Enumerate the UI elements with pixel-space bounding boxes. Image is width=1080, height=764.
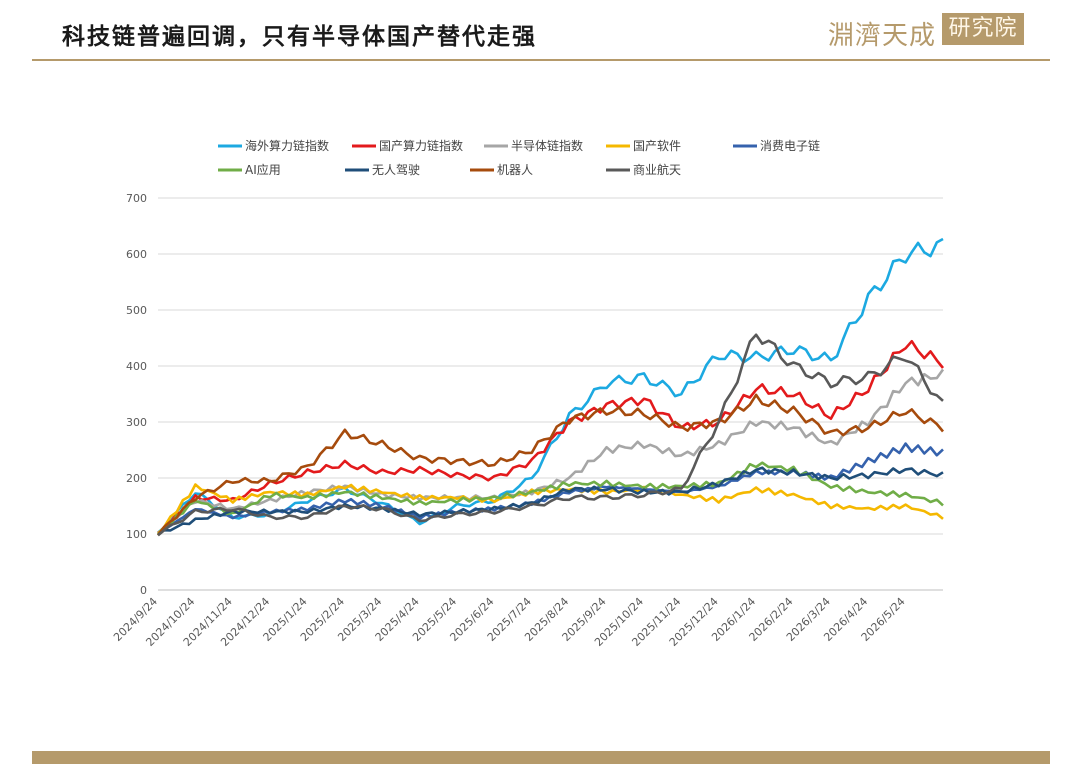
y-tick-label: 100 (126, 528, 147, 541)
y-tick-label: 0 (140, 584, 147, 597)
legend-label-8: 商业航天 (633, 162, 681, 177)
header-divider (32, 59, 1050, 61)
footer-bar (32, 751, 1050, 764)
series-line-1 (157, 339, 945, 534)
series-line-7 (156, 393, 945, 537)
y-tick-label: 300 (126, 416, 147, 429)
series-line-6 (157, 466, 944, 537)
series-line-8 (157, 333, 944, 537)
legend: 海外算力链指数 国产算力链指数 半导体链指数 国产软件 消费电子链 AI应用 无人驾驶 机器人… (218, 138, 820, 177)
y-tick-label: 500 (126, 304, 147, 317)
legend-label-7: 机器人 (497, 163, 533, 177)
legend-label-3: 国产软件 (633, 139, 681, 153)
legend-label-5: AI应用 (245, 162, 281, 177)
slide-header: 科技链普遍回调，只有半导体国产替代走强 淵濟天成 研究院 (0, 0, 1080, 62)
brand-name: 淵濟天成 (828, 21, 937, 51)
gridlines (158, 197, 943, 591)
brand-box: 研究院 (942, 13, 1024, 45)
series-line-5 (157, 461, 944, 536)
brand-logo: 淵濟天成 研究院 (828, 13, 1028, 51)
series-line-2 (157, 368, 945, 535)
legend-label-1: 国产算力链指数 (379, 138, 463, 153)
y-tick-label: 400 (126, 360, 147, 373)
legend-label-6: 无人驾驶 (372, 162, 420, 177)
series-line-0 (157, 237, 944, 534)
legend-label-0: 海外算力链指数 (245, 138, 329, 153)
legend-label-4: 消费电子链 (760, 138, 820, 153)
series-line-4 (157, 442, 944, 536)
y-tick-label: 200 (126, 472, 147, 485)
x-axis-ticks: 2024/9/242024/10/242024/11/242024/12/242… (111, 595, 908, 649)
y-tick-label: 600 (126, 248, 147, 261)
legend-label-2: 半导体链指数 (511, 138, 583, 153)
y-axis-ticks: 0 100 200 300 400 500 600 700 (126, 192, 147, 597)
y-tick-label: 700 (126, 192, 147, 205)
page-title: 科技链普遍回调，只有半导体国产替代走强 (62, 23, 537, 50)
series-lines (156, 237, 945, 537)
